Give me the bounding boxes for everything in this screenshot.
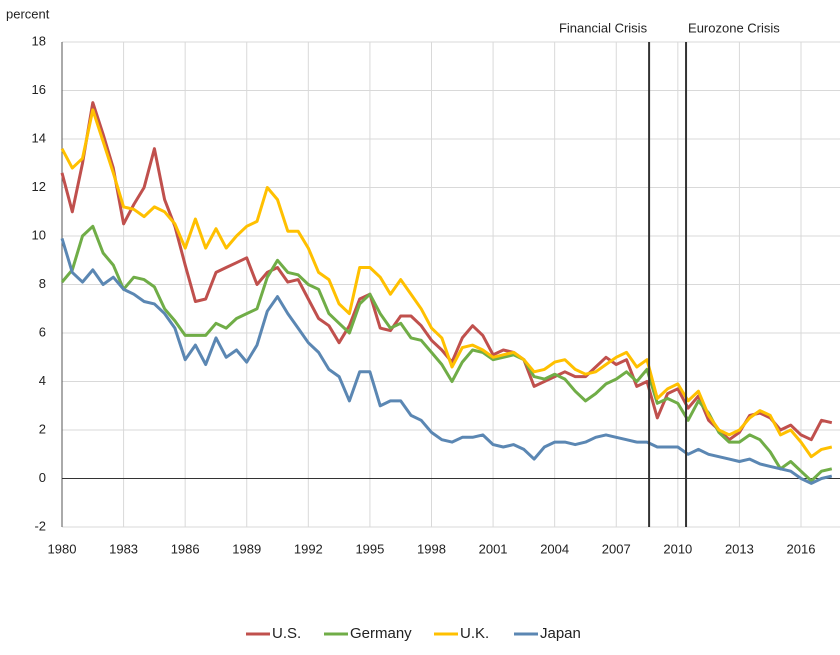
event-label: Eurozone Crisis: [688, 20, 780, 35]
x-tick-label: 2004: [540, 541, 569, 556]
y-tick-label: 2: [39, 421, 46, 436]
series-line: [60, 108, 833, 459]
legend-label: Germany: [350, 625, 412, 642]
y-tick-label: 14: [32, 130, 46, 145]
x-tick-label: 1989: [232, 541, 261, 556]
x-tick-label: 1998: [417, 541, 446, 556]
y-tick-label: 0: [39, 470, 46, 485]
legend-label: Japan: [540, 625, 581, 642]
y-axis-label: percent: [6, 6, 50, 21]
series-line: [60, 237, 833, 485]
legend-label: U.S.: [272, 625, 301, 642]
legend-label: U.K.: [460, 625, 489, 642]
y-tick-label: 4: [39, 373, 46, 388]
y-tick-label: 10: [32, 227, 46, 242]
x-tick-label: 1983: [109, 541, 138, 556]
y-tick-label: 8: [39, 276, 46, 291]
x-tick-label: 2001: [479, 541, 508, 556]
y-tick-label: 16: [32, 82, 46, 97]
x-tick-label: 2007: [602, 541, 631, 556]
series-line: [60, 101, 833, 442]
x-tick-label: 1995: [355, 541, 384, 556]
x-tick-label: 1986: [171, 541, 200, 556]
x-tick-label: 2010: [663, 541, 692, 556]
y-tick-label: 6: [39, 324, 46, 339]
event-label: Financial Crisis: [559, 20, 648, 35]
y-tick-label: 18: [32, 33, 46, 48]
x-tick-label: 2013: [725, 541, 754, 556]
x-tick-label: 1980: [48, 541, 77, 556]
y-tick-label: 12: [32, 179, 46, 194]
x-tick-label: 2016: [787, 541, 816, 556]
x-tick-label: 1992: [294, 541, 323, 556]
y-tick-label: -2: [34, 518, 46, 533]
